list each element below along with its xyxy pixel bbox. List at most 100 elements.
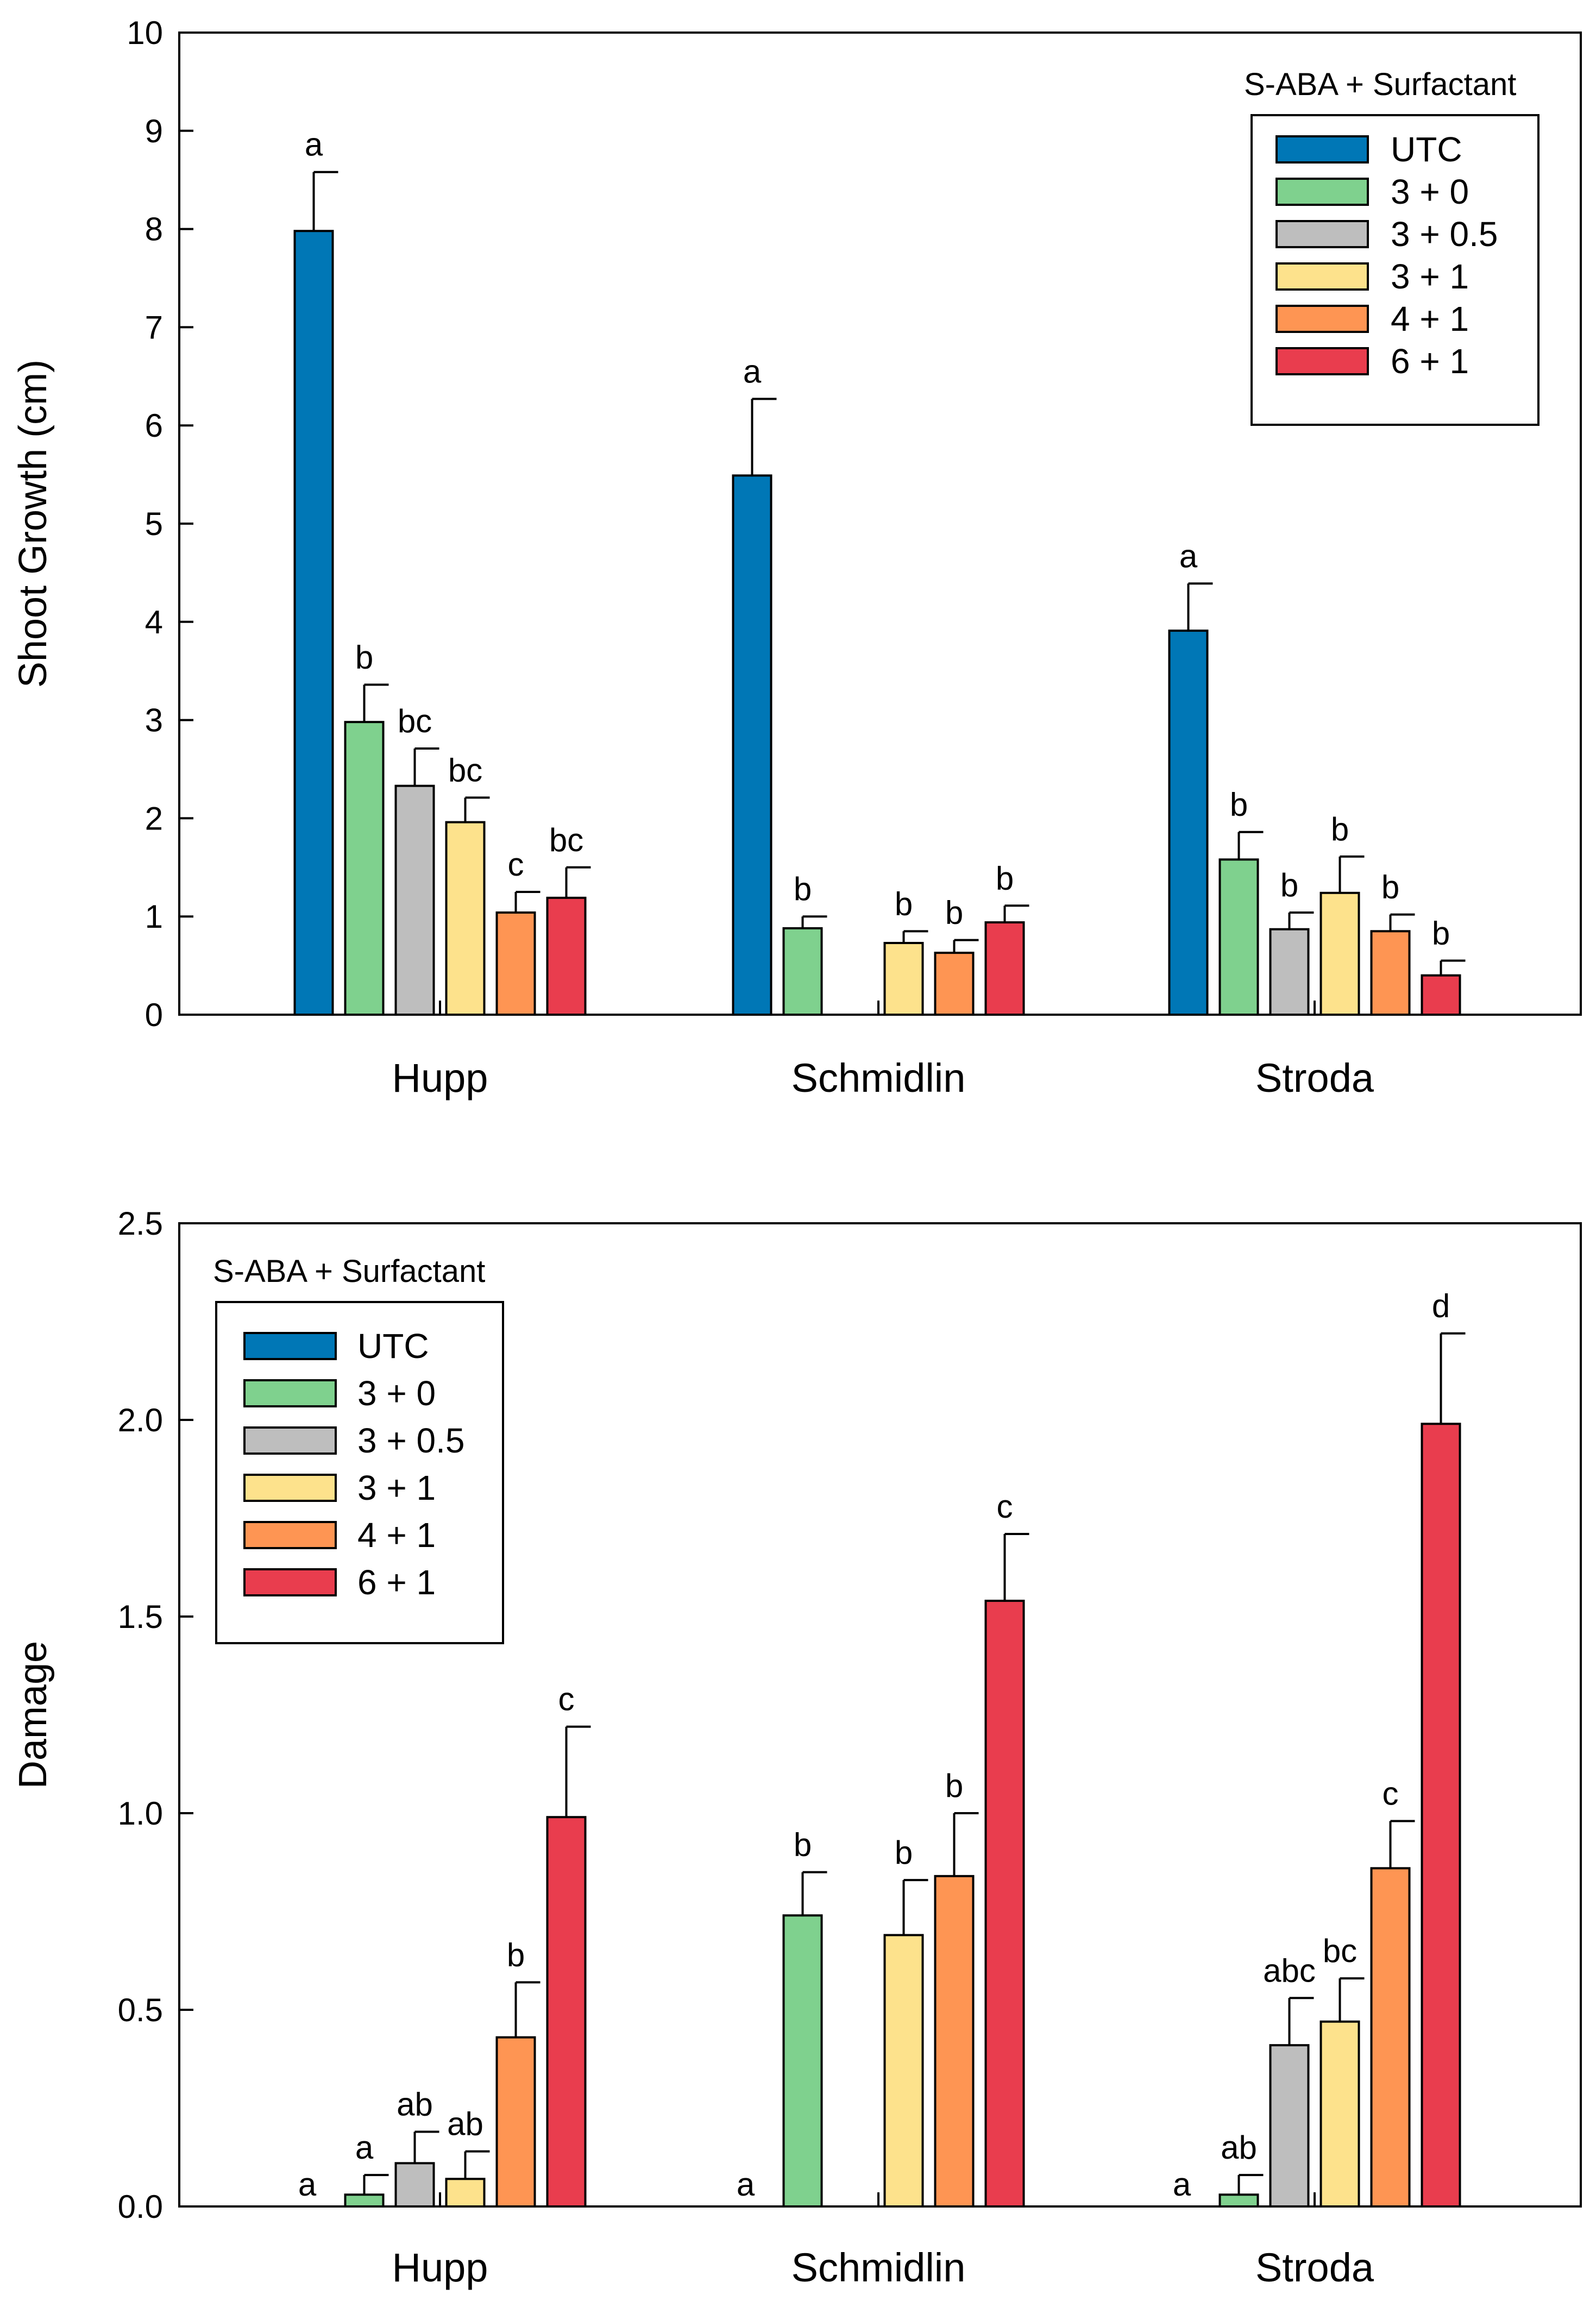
legend-swatch-4 [243, 1474, 337, 1502]
legend-label-2: 3 + 0 [357, 1374, 436, 1413]
y-tick-label: 7 [145, 309, 163, 345]
legend-label-1: UTC [1391, 130, 1462, 169]
significance-letter: b [996, 860, 1014, 896]
significance-letter: a [355, 2129, 374, 2166]
significance-letter: b [895, 885, 913, 922]
bar-hupp-series-1 [293, 230, 334, 1016]
y-axis-label: Damage [11, 1641, 55, 1789]
legend-swatch-1 [243, 1332, 337, 1360]
bar-hupp-series-3 [394, 784, 435, 1016]
bar-stroda-series-4 [1319, 891, 1360, 1016]
bar-hupp-series-4 [445, 821, 486, 1016]
significance-letter: b [1331, 811, 1349, 847]
legend-label-4: 3 + 1 [357, 1468, 436, 1507]
bar-hupp-series-6 [546, 896, 587, 1016]
legend-swatch-2 [243, 1379, 337, 1407]
legend-swatch-4 [1275, 262, 1369, 291]
y-tick-label: 2 [145, 800, 163, 837]
y-tick-label: 2.0 [118, 1402, 163, 1438]
bar-schmidlin-series-2 [782, 927, 823, 1016]
bar-schmidlin-series-1 [732, 474, 772, 1016]
legend-title: S-ABA + Surfactant [1244, 67, 1516, 102]
significance-letter: a [1173, 2166, 1191, 2203]
bar-stroda-series-2 [1218, 858, 1259, 1016]
significance-letter: b [507, 1936, 525, 1973]
chart-panel-1: 0 1 2 3 4 5 6 7 8 9 10 Shoot Growth (cm) Hupp Schmidl… [11, 15, 1582, 1101]
significance-letter: b [1230, 787, 1248, 823]
legend-label-5: 4 + 1 [357, 1516, 436, 1555]
significance-letter: ab [397, 2086, 433, 2122]
significance-letter: a [1179, 538, 1198, 574]
significance-letter: b [1280, 867, 1298, 903]
significance-letter: b [945, 895, 963, 931]
y-tick-label: 1.0 [118, 1795, 163, 1832]
legend-swatch-3 [1275, 220, 1369, 248]
significance-letter: c [1383, 1775, 1399, 1812]
significance-letter: bc [549, 822, 583, 858]
significance-letter: a [305, 127, 323, 163]
bar-hupp-series-2 [344, 2193, 385, 2208]
significance-letter: b [355, 639, 373, 676]
bar-stroda-series-3 [1269, 928, 1310, 1016]
bar-hupp-series-4 [445, 2178, 486, 2208]
bar-schmidlin-series-2 [782, 1914, 823, 2208]
significance-letter: b [1432, 915, 1450, 952]
bar-stroda-series-6 [1421, 1423, 1461, 2208]
plot-frame [178, 1222, 1582, 2208]
y-tick-label: 4 [145, 604, 163, 640]
y-tick-label: 0.0 [118, 2189, 163, 2225]
category-label-stroda: Stroda [1255, 2245, 1374, 2290]
bar-schmidlin-series-4 [883, 1934, 924, 2208]
bar-hupp-series-5 [495, 911, 536, 1016]
legend-label-5: 4 + 1 [1391, 299, 1469, 338]
bar-schmidlin-series-6 [984, 921, 1025, 1016]
legend-swatch-5 [1275, 305, 1369, 333]
legend-label-3: 3 + 0.5 [1391, 215, 1498, 254]
significance-letter: b [794, 871, 812, 907]
significance-letter: bc [398, 703, 432, 739]
significance-letter: a [743, 353, 762, 389]
legend-label-4: 3 + 1 [1391, 257, 1469, 296]
significance-letter: a [737, 2166, 755, 2203]
significance-letter: b [945, 1768, 963, 1804]
legend-label-2: 3 + 0 [1391, 172, 1469, 211]
bar-stroda-series-3 [1269, 2044, 1310, 2208]
bar-hupp-series-6 [546, 1816, 587, 2208]
bar-stroda-series-5 [1370, 930, 1411, 1016]
y-tick-label: 1 [145, 898, 163, 935]
legend-label-6: 6 + 1 [357, 1563, 436, 1602]
bar-schmidlin-series-5 [934, 952, 975, 1016]
legend-label-3: 3 + 0.5 [357, 1421, 465, 1460]
significance-letter: bc [1323, 1933, 1357, 1969]
significance-letter: abc [1263, 1952, 1316, 1989]
bar-stroda-series-1 [1168, 630, 1209, 1016]
legend-swatch-5 [243, 1521, 337, 1549]
significance-letter: ab [1221, 2129, 1257, 2166]
bar-schmidlin-series-4 [883, 942, 924, 1016]
y-tick-label: 0.5 [118, 1992, 163, 2028]
legend: S-ABA + Surfactant UTC 3 + 0 3 + 0.5 3 + 1 4 … [213, 1254, 504, 1644]
bar-stroda-series-4 [1319, 2020, 1360, 2208]
significance-letter: b [895, 1834, 913, 1871]
bar-stroda-series-2 [1218, 2193, 1259, 2208]
significance-letter: c [558, 1681, 575, 1718]
legend-swatch-3 [243, 1426, 337, 1455]
legend-swatch-6 [1275, 347, 1369, 375]
legend-swatch-6 [243, 1568, 337, 1596]
bar-hupp-series-2 [344, 721, 385, 1016]
y-tick-label: 2.5 [118, 1205, 163, 1242]
y-tick-label: 5 [145, 506, 163, 542]
significance-letter: d [1432, 1288, 1450, 1324]
bar-stroda-series-6 [1421, 974, 1461, 1016]
legend-label-1: UTC [357, 1326, 429, 1366]
category-label-schmidlin: Schmidlin [791, 2245, 966, 2290]
bar-stroda-series-5 [1370, 1867, 1411, 2208]
significance-letter: ab [447, 2106, 483, 2142]
category-label-hupp: Hupp [392, 1055, 488, 1101]
legend-title: S-ABA + Surfactant [213, 1254, 485, 1289]
significance-letter: b [794, 1827, 812, 1863]
legend-label-6: 6 + 1 [1391, 342, 1469, 381]
significance-letter: a [298, 2166, 317, 2203]
